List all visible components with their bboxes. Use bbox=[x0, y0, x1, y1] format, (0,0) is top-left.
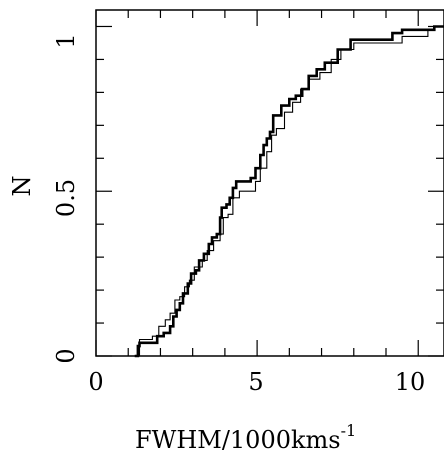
y-tick-label-2: 1 bbox=[52, 33, 80, 48]
plot-frame bbox=[95, 9, 444, 357]
x-tick-label-0: 0 bbox=[88, 368, 103, 396]
series-layer bbox=[134, 25, 444, 358]
axis-ticks bbox=[95, 10, 444, 357]
y-tick-labels: 0 0.5 1 bbox=[52, 33, 80, 363]
x-tick-labels: 0 5 10 bbox=[88, 368, 425, 396]
y-axis-label: N bbox=[8, 176, 36, 197]
series-thick-line bbox=[134, 25, 444, 358]
x-axis-label-superscript: -1 bbox=[341, 421, 357, 440]
x-tick-label-2: 10 bbox=[395, 368, 426, 396]
x-axis-label-main: FWHM/1000kms bbox=[135, 426, 341, 454]
x-tick-label-1: 5 bbox=[248, 368, 263, 396]
x-axis-label: FWHM/1000kms-1 bbox=[135, 421, 356, 454]
y-tick-label-1: 0.5 bbox=[52, 179, 80, 217]
axes-box bbox=[95, 9, 444, 357]
series-thin-line bbox=[136, 25, 444, 357]
y-tick-label-0: 0 bbox=[52, 348, 80, 363]
